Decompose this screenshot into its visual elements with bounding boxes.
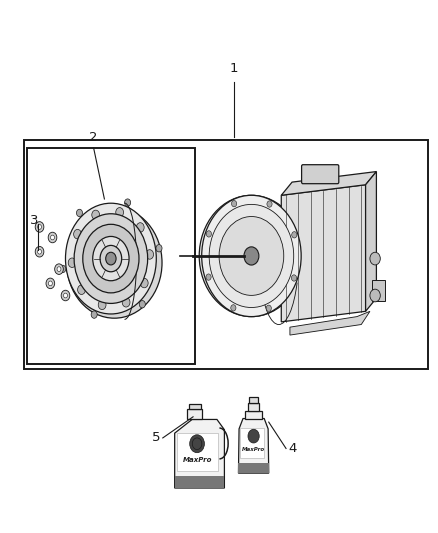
Bar — [189, 403, 201, 409]
Circle shape — [266, 305, 272, 311]
Polygon shape — [238, 418, 269, 473]
Circle shape — [206, 231, 212, 237]
Circle shape — [122, 297, 130, 307]
Circle shape — [231, 305, 236, 311]
Circle shape — [237, 239, 265, 273]
Text: 1: 1 — [230, 62, 238, 75]
Circle shape — [370, 252, 380, 265]
Bar — [249, 397, 258, 403]
Circle shape — [202, 195, 301, 317]
Text: MaxPro: MaxPro — [182, 457, 212, 463]
Circle shape — [124, 199, 131, 206]
Circle shape — [78, 285, 85, 294]
Circle shape — [38, 224, 42, 229]
Text: 2: 2 — [89, 131, 98, 144]
Bar — [27, 148, 195, 364]
Circle shape — [46, 278, 55, 289]
Circle shape — [291, 275, 297, 281]
Circle shape — [60, 265, 66, 273]
Circle shape — [209, 204, 294, 308]
Circle shape — [219, 216, 284, 295]
Circle shape — [292, 232, 297, 238]
Circle shape — [68, 258, 76, 268]
FancyBboxPatch shape — [302, 165, 339, 184]
Circle shape — [92, 210, 99, 220]
Circle shape — [35, 246, 44, 257]
Circle shape — [139, 301, 145, 308]
Circle shape — [49, 281, 52, 286]
Bar — [245, 410, 262, 419]
Polygon shape — [290, 311, 370, 335]
Circle shape — [267, 201, 272, 207]
Circle shape — [83, 224, 139, 293]
Bar — [175, 475, 224, 488]
Circle shape — [91, 311, 97, 318]
Polygon shape — [281, 185, 366, 322]
Circle shape — [66, 203, 156, 314]
Circle shape — [50, 235, 54, 240]
Circle shape — [244, 247, 259, 265]
Circle shape — [64, 293, 67, 298]
Circle shape — [106, 252, 116, 265]
Circle shape — [98, 300, 106, 310]
Circle shape — [77, 209, 82, 216]
Bar — [187, 409, 202, 419]
Text: 3: 3 — [30, 214, 38, 227]
Circle shape — [74, 229, 81, 239]
Circle shape — [370, 289, 380, 302]
Circle shape — [116, 207, 124, 217]
Circle shape — [190, 435, 205, 453]
Polygon shape — [175, 419, 224, 488]
Ellipse shape — [67, 207, 162, 318]
Circle shape — [48, 232, 57, 243]
Text: MaxPro: MaxPro — [242, 447, 265, 452]
Bar — [24, 140, 428, 369]
Circle shape — [136, 223, 144, 232]
Bar — [372, 280, 385, 301]
Circle shape — [100, 245, 122, 272]
Circle shape — [146, 249, 154, 259]
Text: 5: 5 — [152, 431, 161, 445]
Circle shape — [55, 264, 64, 274]
Circle shape — [206, 274, 211, 280]
Circle shape — [61, 290, 70, 301]
Ellipse shape — [199, 195, 304, 317]
Text: 4: 4 — [288, 442, 297, 455]
Circle shape — [156, 245, 162, 252]
Circle shape — [57, 266, 61, 271]
Polygon shape — [281, 172, 376, 195]
Bar — [177, 433, 218, 471]
Circle shape — [248, 429, 259, 443]
Circle shape — [93, 237, 129, 281]
Polygon shape — [366, 172, 376, 311]
Circle shape — [229, 229, 274, 283]
Circle shape — [74, 214, 148, 303]
Bar — [248, 403, 259, 411]
Circle shape — [38, 249, 42, 254]
Circle shape — [140, 278, 148, 288]
Bar — [240, 427, 265, 458]
Circle shape — [232, 200, 237, 207]
Circle shape — [35, 222, 44, 232]
Bar — [238, 463, 269, 473]
